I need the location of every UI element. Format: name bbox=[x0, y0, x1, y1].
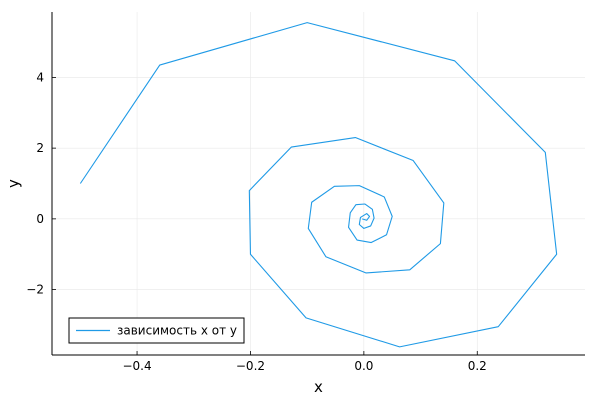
series-group bbox=[79, 22, 558, 348]
legend: зависимость x от y bbox=[68, 317, 245, 344]
grid bbox=[52, 12, 585, 355]
y-tick-label: 0 bbox=[36, 212, 44, 226]
y-axis-label: y bbox=[5, 179, 23, 188]
y-tick-label: 2 bbox=[36, 141, 44, 155]
x-tick-label: −0.4 bbox=[122, 359, 151, 373]
y-tick-label: −2 bbox=[26, 283, 44, 297]
x-tick-label: −0.2 bbox=[236, 359, 265, 373]
x-axis-label: x bbox=[314, 378, 323, 396]
legend-label: зависимость x от y bbox=[117, 324, 237, 338]
x-tick-label: 0.2 bbox=[468, 359, 487, 373]
x-tick-label: 0.0 bbox=[354, 359, 373, 373]
axes bbox=[51, 12, 585, 356]
series-line bbox=[79, 22, 558, 348]
y-tick-label: 4 bbox=[36, 70, 44, 84]
ticks: −0.4 −0.2 0.0 0.2 −2 0 2 4 bbox=[26, 70, 487, 373]
